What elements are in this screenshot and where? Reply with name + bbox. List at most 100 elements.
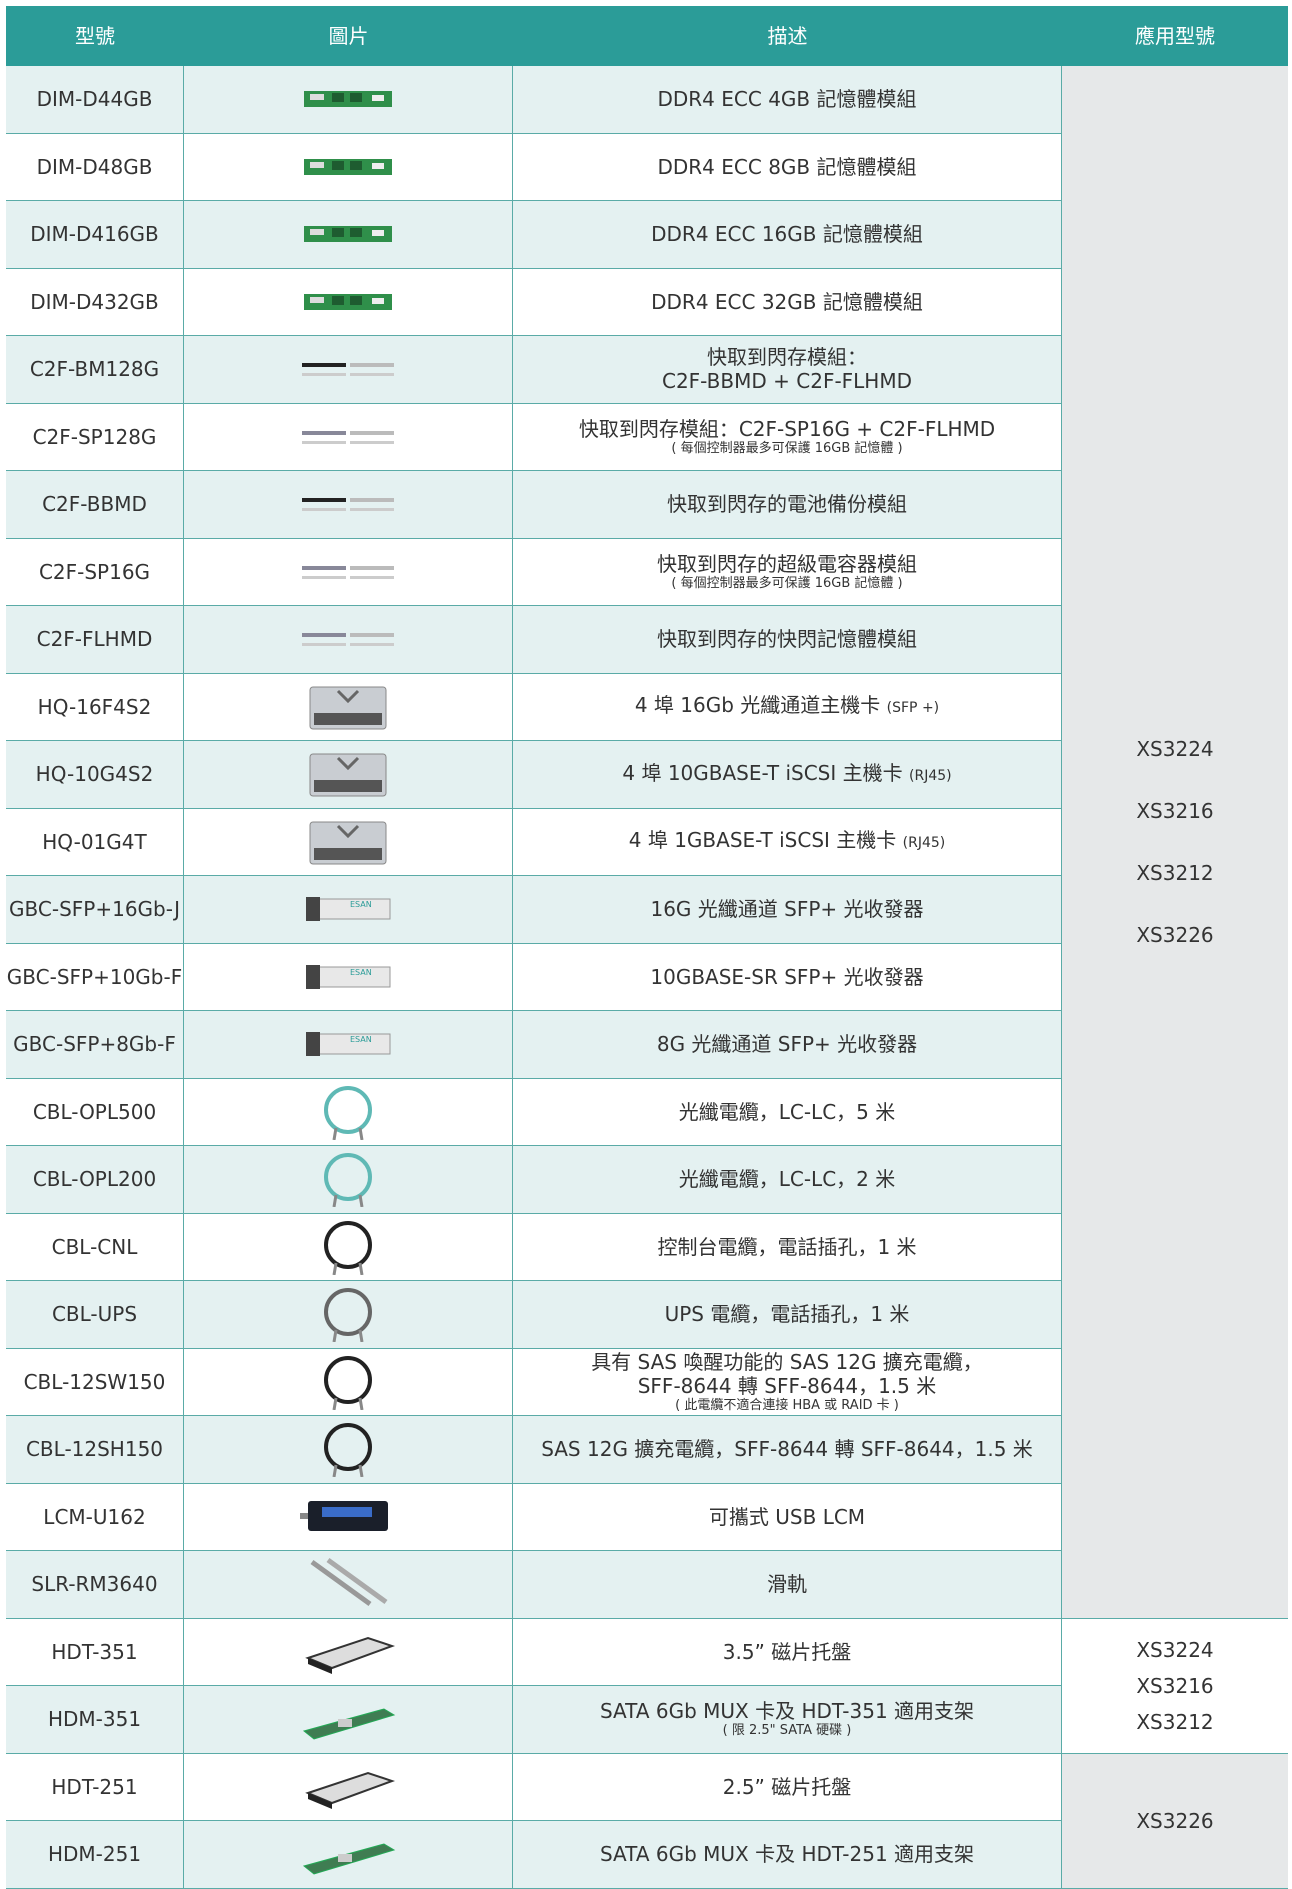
model-cell: C2F-BBMD: [6, 471, 184, 539]
model-text: DIM-D416GB: [30, 222, 159, 247]
description-cell: 8G 光纖通道 SFP+ 光收發器: [513, 1011, 1062, 1079]
model-cell: SLR-RM3640: [6, 1551, 184, 1619]
model-cell: CBL-OPL200: [6, 1146, 184, 1214]
description-cell: SATA 6Gb MUX 卡及 HDT-351 適用支架( 限 2.5" SAT…: [513, 1686, 1062, 1754]
header-text: 型號: [75, 24, 115, 48]
description-text: SAS 12G 擴充電纜，SFF-8644 轉 SFF-8644，1.5 米: [541, 1437, 1033, 1462]
description-text: SATA 6Gb MUX 卡及 HDT-351 適用支架: [599, 1699, 975, 1724]
description-cell: 滑軌: [513, 1551, 1062, 1619]
svg-text:ESAN: ESAN: [350, 1035, 372, 1044]
description-text: 光纖電纜，LC-LC，2 米: [678, 1167, 896, 1192]
model-text: HDM-251: [47, 1842, 142, 1867]
model-text: CBL-12SW150: [23, 1369, 166, 1394]
model-text: CBL-12SH150: [25, 1437, 164, 1462]
product-image: [305, 1636, 396, 1674]
description-line: UPS 電纜，電話插孔，1 米: [665, 1302, 910, 1326]
model-cell: CBL-OPL500: [6, 1078, 184, 1146]
product-image: ESAN: [306, 897, 391, 922]
description-text: 8G 光纖通道 SFP+ 光收發器: [656, 1032, 918, 1057]
description-cell: 10GBASE-SR SFP+ 光收發器: [513, 943, 1062, 1011]
description-text: 可攜式 USB LCM: [708, 1504, 866, 1529]
model-text: CBL-UPS: [51, 1302, 138, 1327]
svg-text:ESAN: ESAN: [350, 900, 372, 909]
image-cell: [184, 1483, 513, 1551]
description-line: 4 埠 1GBASE-T iSCSI 主機卡 (RJ45): [629, 828, 946, 855]
description-line: 2.5” 磁片托盤: [723, 1775, 852, 1799]
description-line: SATA 6Gb MUX 卡及 HDT-351 適用支架: [600, 1699, 974, 1723]
model-text: CBL-OPL500: [32, 1099, 157, 1124]
description-cell: DDR4 ECC 4GB 記憶體模組: [513, 66, 1062, 134]
product-image: [304, 91, 392, 108]
product-image: [302, 430, 394, 444]
description-text: DDR4 ECC 4GB 記憶體模組: [657, 87, 917, 112]
description-cell: DDR4 ECC 16GB 記憶體模組: [513, 201, 1062, 269]
image-cell: [184, 1348, 513, 1416]
model-cell: C2F-SP128G: [6, 403, 184, 471]
image-cell: [184, 1821, 513, 1889]
description-suffix: (RJ45): [902, 835, 946, 852]
applicable-model: XS3216: [1136, 798, 1214, 823]
description-line: SAS 12G 擴充電纜，SFF-8644 轉 SFF-8644，1.5 米: [541, 1437, 1033, 1461]
description-line: 具有 SAS 喚醒功能的 SAS 12G 擴充電纜，: [591, 1350, 983, 1374]
product-image: [324, 1423, 372, 1478]
description-text: 2.5” 磁片托盤: [722, 1774, 852, 1799]
product-image: [309, 821, 387, 865]
description-cell: 光纖電纜，LC-LC，2 米: [513, 1146, 1062, 1214]
description-line: 可攜式 USB LCM: [709, 1505, 865, 1529]
description-cell: 快取到閃存的超級電容器模組( 每個控制器最多可保護 16GB 記憶體 ): [513, 538, 1062, 606]
model-cell: GBC-SFP+8Gb-F: [6, 1011, 184, 1079]
image-cell: [184, 1146, 513, 1214]
description-text: DDR4 ECC 32GB 記憶體模組: [651, 289, 923, 314]
model-text: SLR-RM3640: [31, 1572, 158, 1597]
model-cell: C2F-BM128G: [6, 336, 184, 404]
description-line: 滑軌: [767, 1572, 807, 1596]
description-cell: UPS 電纜，電話插孔，1 米: [513, 1281, 1062, 1349]
description-cell: 4 埠 1GBASE-T iSCSI 主機卡 (RJ45): [513, 808, 1062, 876]
description-line: DDR4 ECC 8GB 記憶體模組: [657, 155, 916, 179]
description-text: SFF-8644 轉 SFF-8644，1.5 米: [637, 1373, 937, 1398]
model-text: C2F-SP128G: [32, 424, 157, 449]
description-cell: 3.5” 磁片托盤: [513, 1618, 1062, 1686]
applicable-models-cell: XS3226: [1062, 1753, 1288, 1889]
product-image: [324, 1220, 372, 1275]
product-image: [305, 1771, 396, 1809]
applicable-model: XS3224: [1136, 736, 1214, 761]
description-text: 快取到閃存模組：: [707, 345, 867, 370]
model-text: HQ-16F4S2: [37, 694, 152, 719]
model-cell: CBL-UPS: [6, 1281, 184, 1349]
description-cell: SAS 12G 擴充電纜，SFF-8644 轉 SFF-8644，1.5 米: [513, 1416, 1062, 1484]
description-cell: 光纖電纜，LC-LC，5 米: [513, 1078, 1062, 1146]
description-note: ( 每個控制器最多可保護 16GB 記憶體 ): [671, 440, 903, 456]
image-cell: [184, 1618, 513, 1686]
model-cell: HDT-351: [6, 1618, 184, 1686]
model-cell: GBC-SFP+10Gb-F: [6, 943, 184, 1011]
model-text: GBC-SFP+10Gb-F: [6, 964, 183, 989]
image-cell: [184, 403, 513, 471]
model-text: C2F-BM128G: [29, 357, 160, 382]
applicable-models-cell: XS3224 XS3216 XS3212 XS3226: [1062, 66, 1288, 1619]
product-image: [324, 1288, 372, 1343]
applicable-model: XS3226: [1136, 1808, 1214, 1833]
description-line: DDR4 ECC 4GB 記憶體模組: [657, 87, 916, 111]
model-cell: HQ-01G4T: [6, 808, 184, 876]
model-cell: HDM-351: [6, 1686, 184, 1754]
description-text: 快取到閃存的超級電容器模組: [657, 551, 917, 576]
header-cell: 描述: [513, 6, 1062, 66]
description-line: 8G 光纖通道 SFP+ 光收發器: [657, 1032, 917, 1056]
image-cell: ESAN: [184, 1011, 513, 1079]
model-cell: CBL-12SH150: [6, 1416, 184, 1484]
description-line: 4 埠 16Gb 光纖通道主機卡 (SFP +): [635, 693, 939, 720]
product-image: ESAN: [306, 1032, 391, 1057]
applicable-model: XS3226: [1136, 922, 1214, 947]
image-cell: [184, 1281, 513, 1349]
product-image: [302, 1708, 396, 1740]
description-line: 快取到閃存的快閃記憶體模組: [657, 627, 917, 651]
product-image: [304, 158, 392, 175]
description-text: 4 埠 1GBASE-T iSCSI 主機卡: [628, 828, 897, 853]
model-text: HQ-01G4T: [42, 829, 147, 854]
model-text: DIM-D44GB: [36, 87, 153, 112]
description-text: 16G 光纖通道 SFP+ 光收發器: [650, 897, 924, 922]
description-text: 10GBASE-SR SFP+ 光收發器: [650, 964, 924, 989]
product-image: [310, 1558, 388, 1607]
description-text: 滑軌: [767, 1572, 807, 1597]
